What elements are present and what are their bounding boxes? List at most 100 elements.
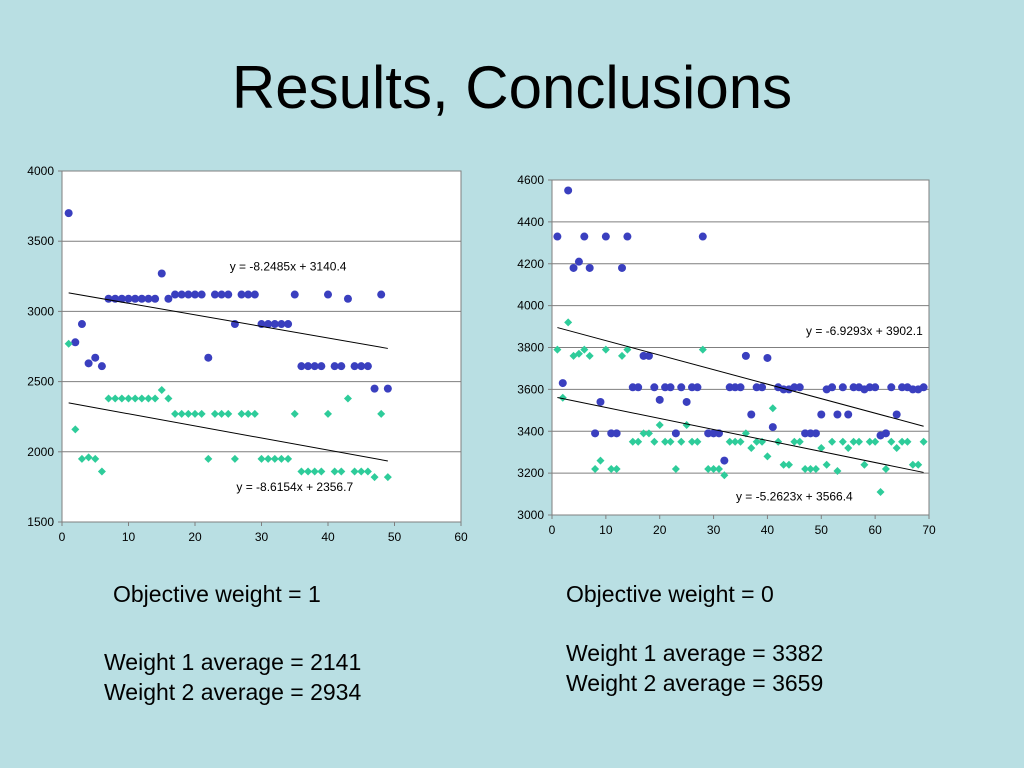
data-point-circle <box>741 351 750 360</box>
data-point-diamond <box>618 351 627 360</box>
data-point-circle <box>363 362 372 371</box>
data-point-circle <box>682 397 691 406</box>
x-tick-label: 10 <box>122 530 136 544</box>
left-scatter-chart: 1500 2000 2500 3000 3500 4000 0 10 20 30 40 50 60 y =… <box>27 164 468 544</box>
right-caption-weight2-average: Weight 2 average = 3659 <box>566 670 824 696</box>
trendline <box>68 292 388 349</box>
data-point-diamond <box>264 454 273 463</box>
data-point-diamond <box>607 464 616 473</box>
right-scatter-chart: 3000 3200 3400 3600 3800 4000 4200 4400 4600 0 10 2… <box>517 173 936 537</box>
data-point-circle <box>357 362 366 371</box>
data-point-circle <box>370 384 379 393</box>
y-tick-label: 1500 <box>27 515 54 529</box>
data-point-circle <box>558 379 567 388</box>
data-point-diamond <box>337 467 346 476</box>
data-point-diamond <box>698 345 707 354</box>
data-point-circle <box>250 290 259 299</box>
data-point-diamond <box>591 464 600 473</box>
data-point-diamond <box>284 454 293 463</box>
data-point-diamond <box>801 464 810 473</box>
y-tick-label: 2500 <box>27 375 54 389</box>
data-point-diamond <box>892 444 901 452</box>
data-point-circle <box>337 362 346 371</box>
data-point-diamond <box>124 394 133 403</box>
data-point-circle <box>736 383 745 392</box>
data-point-circle <box>591 429 600 438</box>
data-point-circle <box>144 294 153 303</box>
data-point-circle <box>881 429 890 438</box>
right-caption-weight1-average: Weight 1 average = 3382 <box>566 640 824 666</box>
data-point-diamond <box>330 467 339 476</box>
data-point-circle <box>612 429 621 438</box>
data-point-diamond <box>747 444 756 452</box>
data-point-diamond <box>914 460 923 469</box>
y-tick-label: 3000 <box>27 304 54 318</box>
data-point-diamond <box>144 394 153 403</box>
data-point-circle <box>892 410 901 419</box>
data-point-circle <box>580 232 589 241</box>
data-point-diamond <box>817 444 826 452</box>
data-point-circle <box>747 410 756 419</box>
x-tick-label: 30 <box>255 530 269 544</box>
data-point-diamond <box>64 339 73 348</box>
data-point-circle <box>317 362 326 371</box>
data-point-diamond <box>903 437 912 446</box>
data-point-diamond <box>357 467 366 476</box>
data-point-circle <box>217 290 226 299</box>
data-point-circle <box>151 294 160 303</box>
data-point-circle <box>817 410 826 419</box>
data-point-circle <box>844 410 853 419</box>
data-point-diamond <box>693 437 702 446</box>
data-point-diamond <box>650 437 659 446</box>
data-point-circle <box>601 232 610 241</box>
data-point-circle <box>758 383 767 392</box>
x-tick-label: 70 <box>922 523 936 537</box>
data-point-diamond <box>634 437 643 446</box>
data-point-circle <box>171 290 180 299</box>
y-tick-label: 3000 <box>517 508 544 522</box>
x-tick-label: 60 <box>868 523 882 537</box>
x-tick-label: 50 <box>388 530 402 544</box>
data-point-circle <box>204 353 213 362</box>
data-point-diamond <box>709 464 718 473</box>
data-point-circle <box>117 294 126 303</box>
x-tick-label: 20 <box>188 530 202 544</box>
data-point-diamond <box>682 420 691 429</box>
data-point-circle <box>297 362 306 371</box>
data-point-circle <box>304 362 313 371</box>
data-point-circle <box>768 423 777 432</box>
data-point-diamond <box>838 437 847 446</box>
data-point-circle <box>350 362 359 371</box>
data-point-diamond <box>210 409 219 418</box>
left-caption-objective-weight: Objective weight = 1 <box>113 581 321 607</box>
data-point-circle <box>184 290 193 299</box>
data-point-circle <box>237 290 246 299</box>
data-point-circle <box>871 383 880 392</box>
data-point-circle <box>191 290 199 299</box>
x-tick-label: 50 <box>815 523 829 537</box>
data-point-diamond <box>752 437 761 446</box>
data-point-diamond <box>177 409 186 418</box>
y-tick-label: 3500 <box>27 234 54 248</box>
x-tick-label: 30 <box>707 523 721 537</box>
data-point-diamond <box>324 409 332 418</box>
data-point-diamond <box>704 464 713 473</box>
data-point-diamond <box>779 460 788 469</box>
x-tick-label: 0 <box>549 523 556 537</box>
data-point-diamond <box>919 437 928 446</box>
data-point-circle <box>919 383 928 392</box>
data-point-diamond <box>217 409 226 418</box>
data-point-circle <box>284 320 293 329</box>
data-point-diamond <box>230 454 239 463</box>
data-point-diamond <box>290 409 299 418</box>
data-point-circle <box>377 290 386 299</box>
data-point-diamond <box>363 467 372 476</box>
data-point-diamond <box>677 437 686 446</box>
data-point-diamond <box>224 409 233 418</box>
data-point-diamond <box>585 351 594 360</box>
data-point-diamond <box>77 454 86 463</box>
left-caption-weight1-average: Weight 1 average = 2141 <box>104 649 362 675</box>
data-point-circle <box>618 263 627 272</box>
data-point-diamond <box>558 393 567 402</box>
data-point-diamond <box>184 409 193 418</box>
